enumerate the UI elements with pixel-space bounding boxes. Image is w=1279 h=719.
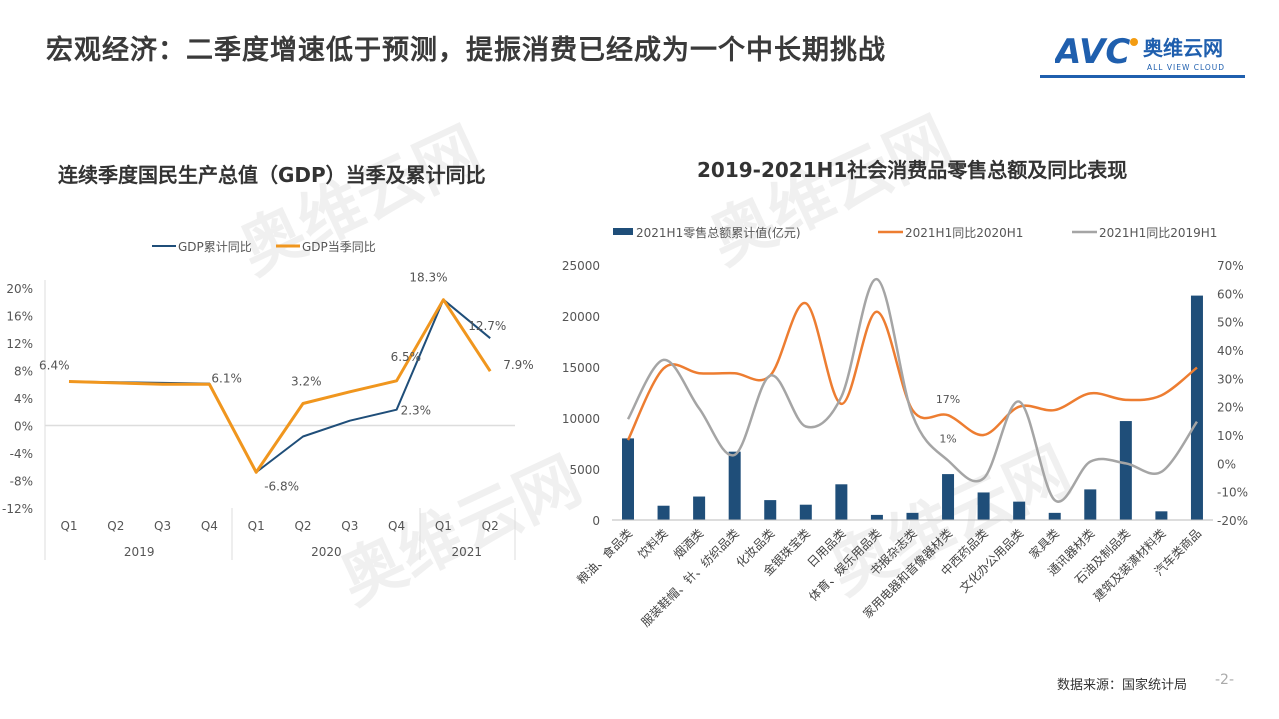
bar [1084, 489, 1097, 520]
bar [799, 504, 812, 520]
group-label: 2019 [124, 545, 155, 559]
page-title: 宏观经济：二季度增速低于预测，提振消费已经成为一个中长期挑战 [46, 35, 886, 66]
x-tick-label: Q3 [154, 519, 171, 533]
gdp-chart: 20% 16% 12% 8% 4% 0% -4% -8% -12% Q1 Q2 Q3 Q4 Q1 Q2 Q3 Q… [2, 240, 534, 560]
bar [1048, 512, 1061, 520]
y2-tick-label: 70% [1217, 259, 1244, 273]
bar [906, 512, 919, 520]
x-tick-label: 粮油、食品类 [574, 526, 636, 588]
y-tick-label: 5000 [569, 463, 600, 477]
legend-swatch [613, 228, 633, 235]
y-tick-label: 0 [592, 514, 600, 528]
bar [1155, 511, 1168, 520]
brand-logo: AVC 奥维云网 ALL VIEW CLOUD [1052, 30, 1245, 78]
y2-tick-label: 30% [1217, 372, 1244, 386]
legend-label: 2021H1零售总额累计值(亿元) [636, 225, 801, 240]
bar [870, 514, 883, 520]
header-divider [1040, 75, 1245, 78]
bar [764, 500, 777, 520]
data-source: 数据来源：国家统计局 [1057, 678, 1188, 693]
data-label: -6.8% [264, 479, 299, 493]
svg-text:ALL VIEW CLOUD: ALL VIEW CLOUD [1147, 63, 1225, 72]
data-label: 17% [936, 393, 960, 406]
series-line-1 [626, 302, 1198, 441]
svg-text:AVC: AVC [1055, 32, 1130, 72]
data-label: 2.3% [401, 404, 432, 418]
y2-tick-label: -10% [1217, 486, 1248, 500]
series-line-2 [626, 277, 1198, 503]
bar [942, 474, 955, 520]
page-number: -2- [1215, 672, 1235, 688]
bar [977, 492, 990, 520]
y2-tick-label: -20% [1217, 514, 1248, 528]
x-tick-label: 饮料类 [635, 526, 670, 561]
y2-tick-label: 40% [1217, 344, 1244, 358]
x-tick-label: Q4 [201, 519, 218, 533]
data-label: 12.7% [468, 319, 506, 333]
data-label: 6.5% [391, 350, 422, 364]
y2-tick-label: 10% [1217, 429, 1244, 443]
y-tick-label: -12% [2, 502, 33, 516]
legend-label: 2021H1同比2019H1 [1099, 226, 1217, 240]
y-tick-label: 16% [6, 310, 33, 324]
left-chart-title: 连续季度国民生产总值（GDP）当季及累计同比 [58, 163, 486, 187]
x-tick-label: Q2 [482, 519, 499, 533]
legend-label: GDP累计同比 [178, 240, 252, 254]
y-tick-label: 4% [14, 392, 33, 406]
x-tick-label: Q2 [107, 519, 124, 533]
group-label: 2020 [311, 545, 342, 559]
y2-tick-label: 0% [1217, 457, 1236, 471]
bar [657, 505, 670, 520]
y-tick-label: 20000 [562, 310, 600, 324]
y-tick-label: 8% [14, 365, 33, 379]
data-label: 1% [939, 433, 956, 446]
x-tick-label: Q3 [341, 519, 358, 533]
bar [693, 496, 706, 520]
y2-tick-label: 60% [1217, 287, 1244, 301]
data-label: 7.9% [503, 358, 534, 372]
x-tick-label: Q1 [248, 519, 265, 533]
data-label: 3.2% [291, 375, 322, 389]
y-tick-label: 25000 [562, 259, 600, 273]
retail-chart: 25000 20000 15000 10000 5000 0 70% 60% 50% 40% 30%… [562, 225, 1248, 629]
x-tick-label: Q2 [294, 519, 311, 533]
bar [1119, 421, 1132, 520]
svg-text:奥维云网: 奥维云网 [1143, 36, 1223, 60]
bar [1013, 501, 1026, 520]
right-chart-title: 2019-2021H1社会消费品零售总额及同比表现 [697, 158, 1128, 182]
y-tick-label: -8% [10, 475, 33, 489]
data-label: 6.1% [211, 372, 242, 386]
y-tick-label: 12% [6, 337, 33, 351]
x-tick-label: 文化办公用品类 [956, 526, 1026, 596]
x-tick-label: Q1 [435, 519, 452, 533]
data-label: 18.3% [409, 271, 447, 285]
series-line-1 [68, 298, 492, 474]
y-tick-label: -4% [10, 447, 33, 461]
bar [728, 451, 741, 520]
y-tick-label: 20% [6, 282, 33, 296]
y2-tick-label: 50% [1217, 316, 1244, 330]
legend-label: 2021H1同比2020H1 [905, 226, 1023, 240]
x-tick-label: Q4 [388, 519, 405, 533]
legend-label: GDP当季同比 [302, 240, 376, 254]
data-label: 6.4% [39, 359, 70, 373]
bar [1190, 295, 1203, 520]
y-tick-label: 10000 [562, 412, 600, 426]
x-tick-label: Q1 [60, 519, 77, 533]
y-tick-label: 15000 [562, 361, 600, 375]
bar [622, 438, 634, 520]
y2-tick-label: 20% [1217, 401, 1244, 415]
y-tick-label: 0% [14, 420, 33, 434]
bar [835, 484, 848, 520]
group-label: 2021 [452, 545, 483, 559]
